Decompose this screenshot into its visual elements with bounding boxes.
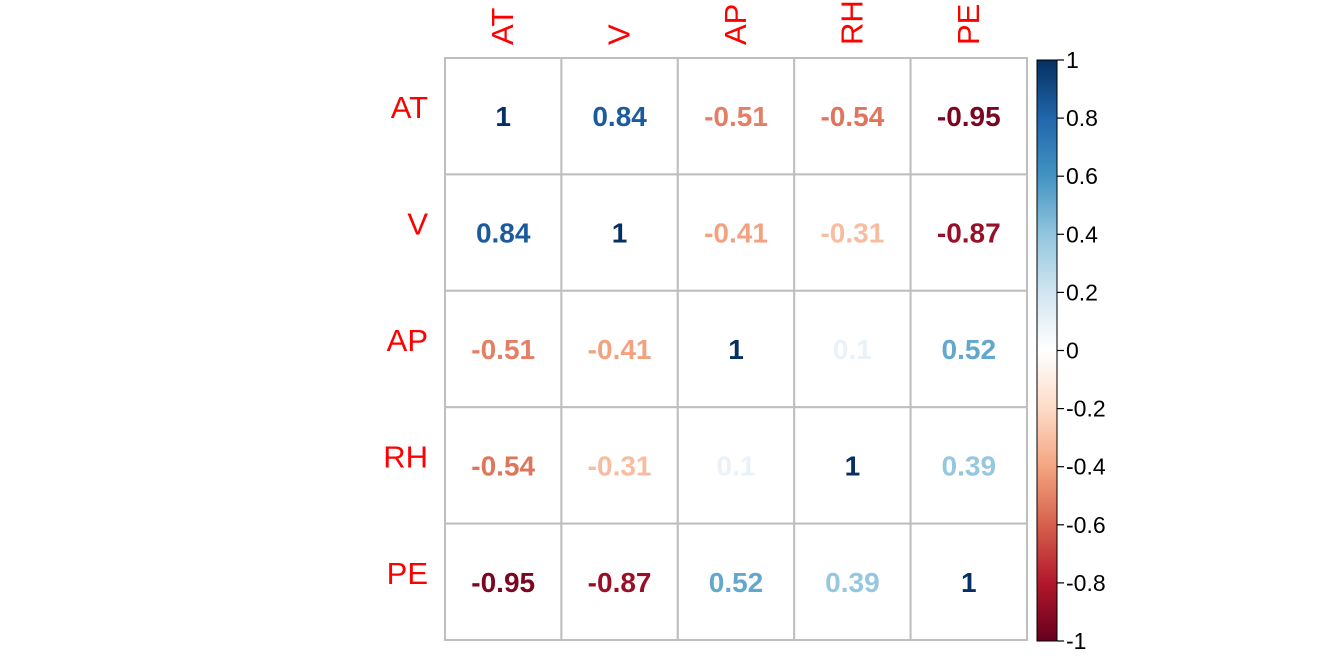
grid-cell-rh-ap [676,406,796,525]
cell-value-pe-v: -0.87 [588,567,652,598]
correlation-values: 1 0.84 -0.51 -0.54 -0.95 0.84 1 -0.41 -0.31 -0.87… [471,101,1000,598]
cell-value-v-at: 0.84 [476,218,531,249]
color-legend-tick-label: -0.4 [1066,454,1106,480]
grid-cell-at-ap [676,57,796,176]
cell-value-at-at: 1 [495,101,511,132]
cell-value-v-rh: -0.31 [820,218,884,249]
cell-value-at-rh: -0.54 [820,101,884,132]
cell-value-rh-rh: 1 [845,450,861,481]
cell-value-at-ap: -0.51 [704,101,768,132]
cell-value-rh-ap: 0.1 [717,450,756,481]
grid-cell-rh-at [444,406,563,525]
row-label-pe: PE [387,556,428,591]
color-legend-tick-label: 1 [1066,47,1079,73]
cell-value-at-pe: -0.95 [937,101,1001,132]
grid-cell-rh-rh [793,406,912,525]
grid-cell-ap-rh [793,289,912,409]
cell-value-v-v: 1 [612,218,628,249]
grid-cell-pe-ap [676,522,796,641]
cell-value-pe-pe: 1 [961,567,977,598]
cell-value-ap-rh: 0.1 [833,334,872,365]
grid-cell-v-pe [909,173,1028,292]
cell-value-ap-pe: 0.52 [942,334,997,365]
cell-value-rh-pe: 0.39 [942,450,997,481]
color-legend-tick-label: -0.2 [1066,396,1106,422]
cell-value-pe-ap: 0.52 [709,567,764,598]
column-label-at: AT [485,8,520,45]
grid-cell-at-at [444,57,563,176]
column-label-ap: AP [718,4,753,45]
grid-cell-at-v [560,57,679,176]
cell-value-pe-at: -0.95 [471,567,535,598]
grid-cell-pe-pe [909,522,1028,641]
column-labels: AT V AP RH PE [485,0,986,45]
grid-cell-pe-at [444,522,563,641]
grid-cell-v-at [444,173,563,292]
color-legend-tick-label: -0.6 [1066,512,1106,538]
cell-value-ap-ap: 1 [728,334,744,365]
color-legend-tick-label: 0.4 [1066,221,1098,247]
row-label-ap: AP [387,323,428,358]
grid-cell-pe-v [560,522,679,641]
cell-value-at-v: 0.84 [592,101,647,132]
row-label-v: V [407,207,428,242]
cell-value-ap-v: -0.41 [588,334,652,365]
grid-cell-v-ap [676,173,796,292]
color-legend-tick-label: 0.6 [1066,163,1098,189]
color-legend-tick-label: 0 [1066,338,1079,364]
row-label-rh: RH [383,439,428,474]
cell-value-ap-at: -0.51 [471,334,535,365]
column-label-v: V [602,24,637,45]
color-legend-bar [1036,59,1058,642]
row-label-at: AT [391,90,428,125]
grid-cell-rh-pe [909,406,1028,525]
color-legend-tick-label: -0.8 [1066,570,1106,596]
color-legend-tick-label: 0.2 [1066,279,1098,305]
grid-cell-rh-v [560,406,679,525]
grid-cell-ap-v [560,289,679,409]
cell-value-pe-rh: 0.39 [825,567,880,598]
cell-value-v-pe: -0.87 [937,218,1001,249]
cell-value-rh-v: -0.31 [588,450,652,481]
color-legend-tick-label: -1 [1066,628,1086,654]
column-label-pe: PE [951,4,986,45]
row-labels: AT V AP RH PE [383,90,428,591]
column-label-rh: RH [834,0,869,45]
color-legend-tick-label: 0.8 [1066,105,1098,131]
correlation-grid [444,57,1028,641]
cell-value-v-ap: -0.41 [704,218,768,249]
cell-value-rh-at: -0.54 [471,450,535,481]
color-legend: 1 0.8 0.6 0.4 0.2 0 -0.2 -0.4 -0.6 -0.8 -1 [1036,47,1106,654]
